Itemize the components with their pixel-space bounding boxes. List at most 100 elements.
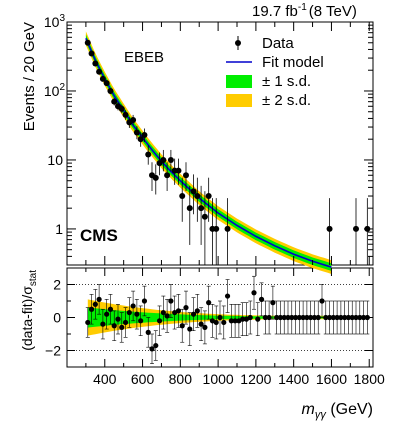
ratio-point xyxy=(213,319,219,326)
ratio-point xyxy=(194,308,200,314)
x-tick-label: 1800 xyxy=(354,371,385,387)
ratio-y-axis-title: (data-fit)/σstat xyxy=(19,270,39,351)
y-tick-label: 102 xyxy=(44,82,66,99)
ratio-point xyxy=(198,321,204,327)
ratio-point xyxy=(153,342,159,349)
legend-marker xyxy=(235,40,241,46)
ratio-point xyxy=(326,314,333,321)
legend: Data Fit model ± 1 s.d. ± 2 s.d. xyxy=(226,35,324,109)
ratio-data-points xyxy=(85,275,370,365)
x-tick-label: 1200 xyxy=(240,371,271,387)
y-tick-label: 103 xyxy=(44,13,66,30)
ratio-point xyxy=(217,314,223,321)
ratio-point xyxy=(156,318,163,324)
ratio-point xyxy=(304,314,310,321)
ratio-y-tick-label: 2 xyxy=(53,277,61,293)
ratio-point xyxy=(134,311,140,317)
data-point xyxy=(99,75,106,82)
ratio-point xyxy=(126,309,132,316)
ratio-point xyxy=(145,329,151,335)
ratio-point xyxy=(111,323,117,329)
ratio-point xyxy=(96,296,102,302)
x-tick-label: 1600 xyxy=(316,371,347,387)
legend-label: Data xyxy=(262,35,294,52)
ratio-point xyxy=(285,314,291,321)
x-tick-label: 600 xyxy=(131,371,155,387)
ratio-point xyxy=(330,314,336,321)
ratio-point xyxy=(360,314,367,321)
legend-swatch xyxy=(226,94,252,107)
data-point xyxy=(179,193,186,200)
x-tick-label: 800 xyxy=(169,371,193,387)
ratio-point xyxy=(281,314,287,321)
ratio-point xyxy=(232,318,238,324)
data-point xyxy=(205,193,212,200)
legend-label: ± 2 s.d. xyxy=(262,92,311,109)
data-point xyxy=(103,80,110,87)
ratio-point xyxy=(353,314,359,321)
ratio-point xyxy=(85,319,91,326)
data-point xyxy=(145,151,152,158)
ratio-point xyxy=(138,318,144,324)
ratio-point xyxy=(251,290,257,296)
ratio-point xyxy=(247,314,253,321)
x-tick-label: 1000 xyxy=(203,371,234,387)
ratio-point xyxy=(221,319,227,326)
lumi-label: 19.7 fb-1 (8 TeV) xyxy=(252,2,357,20)
data-point xyxy=(198,205,205,212)
data-point xyxy=(194,193,201,200)
ratio-point xyxy=(349,314,355,321)
ratio-point xyxy=(262,314,268,321)
data-point xyxy=(84,39,91,46)
ratio-point xyxy=(274,314,280,321)
ratio-point xyxy=(164,313,170,319)
data-point xyxy=(96,68,103,75)
ratio-point xyxy=(224,293,231,299)
data-point xyxy=(201,213,208,220)
ratio-point xyxy=(88,306,95,312)
ratio-point xyxy=(308,314,314,321)
data-point xyxy=(353,225,359,232)
ratio-point xyxy=(104,311,110,317)
data-point xyxy=(137,136,144,143)
x-tick-label: 400 xyxy=(93,371,117,387)
ratio-point xyxy=(277,314,284,321)
x-axis-title: mγγ (GeV) xyxy=(302,401,373,421)
ratio-point xyxy=(122,319,129,326)
data-point xyxy=(326,225,333,232)
ratio-point xyxy=(323,314,329,321)
legend-label: ± 1 s.d. xyxy=(262,73,311,90)
data-point xyxy=(152,174,159,181)
ratio-point xyxy=(190,311,197,317)
ratio-point xyxy=(342,314,348,321)
legend-label: Fit model xyxy=(262,54,324,71)
ratio-point xyxy=(175,308,182,314)
data-point xyxy=(160,156,167,163)
ratio-axes: −2 0 2 400 600 800 1000 1200 1400 1600 1800 xyxy=(45,267,385,387)
fit-line xyxy=(85,37,332,268)
y-tick-label: 10 xyxy=(47,152,63,168)
ratio-point xyxy=(266,314,272,321)
data-point xyxy=(130,116,137,123)
ratio-point xyxy=(130,303,136,309)
ratio-point xyxy=(319,298,325,304)
ratio-point xyxy=(300,314,306,321)
ratio-point xyxy=(187,326,193,332)
ratio-point xyxy=(289,314,295,321)
ratio-point xyxy=(315,314,321,321)
ratio-point xyxy=(311,314,318,321)
ratio-point xyxy=(92,301,98,307)
ratio-point xyxy=(228,318,234,324)
data-point xyxy=(107,87,114,94)
ratio-point xyxy=(345,314,352,321)
ratio-point xyxy=(270,300,276,306)
ratio-y-tick-label: 0 xyxy=(53,310,61,326)
data-point xyxy=(118,105,125,112)
data-point xyxy=(88,50,95,57)
ratio-point xyxy=(119,324,125,330)
ratio-point xyxy=(115,316,121,322)
ratio-point xyxy=(183,305,189,311)
ratio-point xyxy=(292,314,299,321)
data-point xyxy=(190,188,197,195)
